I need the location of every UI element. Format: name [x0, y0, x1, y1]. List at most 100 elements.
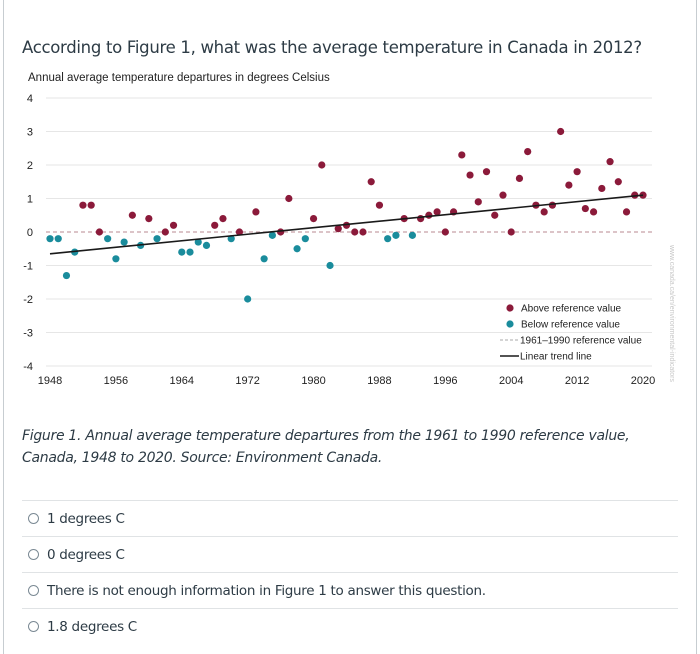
chart-legend: Above reference value Below reference val…	[500, 304, 642, 363]
data-point	[565, 181, 573, 189]
data-point	[614, 178, 622, 186]
data-point	[318, 161, 326, 169]
data-point	[367, 178, 375, 186]
data-point	[219, 215, 227, 223]
legend-label: Linear trend line	[520, 352, 592, 363]
answer-option[interactable]: 1.8 degrees C	[22, 608, 678, 644]
y-tick-label: 2	[27, 160, 33, 172]
answer-option-label: 1 degrees C	[47, 510, 125, 527]
data-point	[202, 241, 211, 249]
x-tick-label: 1972	[235, 375, 259, 387]
data-point	[178, 248, 186, 256]
data-point	[598, 184, 606, 193]
legend-label: Below reference value	[521, 320, 620, 331]
data-point	[491, 211, 499, 219]
answer-option-label: 1.8 degrees C	[47, 618, 137, 635]
data-point	[548, 201, 557, 209]
data-point	[622, 208, 631, 216]
data-point	[309, 215, 318, 223]
data-point	[524, 148, 532, 156]
radio-button[interactable]	[28, 513, 39, 524]
y-tick-label: -1	[23, 261, 33, 273]
legend-label: 1961–1990 reference value	[520, 336, 642, 347]
data-point	[334, 225, 342, 233]
data-point	[301, 235, 309, 243]
data-point	[186, 248, 194, 256]
data-point	[433, 208, 441, 216]
legend-marker	[506, 320, 514, 328]
data-point	[417, 215, 425, 223]
answer-option-label: There is not enough information in Figur…	[47, 582, 486, 599]
data-point	[252, 208, 260, 216]
x-tick-label: 1956	[104, 375, 128, 387]
trend-line	[49, 194, 644, 255]
x-tick-label: 1964	[170, 375, 194, 387]
data-point	[120, 238, 128, 246]
data-point	[384, 235, 392, 243]
answer-option-label: 0 degrees C	[47, 546, 125, 563]
data-point	[581, 204, 589, 213]
legend-marker	[506, 304, 514, 312]
y-tick-label: 0	[27, 227, 33, 239]
data-point	[87, 201, 95, 209]
radio-button[interactable]	[28, 585, 39, 596]
data-point	[285, 194, 293, 203]
data-point	[211, 221, 219, 229]
data-point	[441, 228, 449, 236]
data-point	[499, 191, 507, 199]
data-point	[466, 171, 474, 179]
figure-caption: Figure 1. Annual average temperature dep…	[22, 428, 630, 466]
data-point	[375, 201, 384, 209]
data-point	[46, 235, 54, 243]
x-tick-label: 1980	[301, 375, 325, 387]
answer-option[interactable]: 1 degrees C	[22, 500, 678, 536]
data-point	[161, 228, 169, 236]
radio-button[interactable]	[28, 549, 39, 560]
y-tick-label: 4	[27, 93, 33, 105]
data-point	[293, 245, 301, 253]
y-tick-label: -2	[23, 294, 33, 306]
data-point	[128, 211, 136, 219]
data-point	[573, 168, 581, 176]
x-tick-label: 2004	[499, 375, 523, 387]
data-point	[540, 208, 548, 216]
y-tick-label: -3	[23, 328, 33, 340]
y-tick-label: -4	[23, 361, 33, 373]
source-watermark: www.canada.ca/en/environmental-indicator…	[668, 244, 675, 382]
data-point	[153, 235, 161, 243]
question-frame	[3, 0, 697, 654]
data-point	[606, 158, 614, 166]
data-point	[474, 198, 482, 206]
data-point	[392, 231, 400, 239]
data-point	[145, 215, 153, 223]
data-point	[515, 174, 524, 182]
answer-options: 1 degrees C 0 degrees C There is not eno…	[22, 500, 678, 644]
data-point	[589, 208, 598, 216]
data-point	[631, 191, 639, 199]
data-point	[235, 228, 244, 236]
y-tick-label: 1	[27, 194, 33, 206]
data-point	[507, 228, 515, 236]
data-point	[268, 231, 276, 239]
question-text: According to Figure 1, what was the aver…	[22, 38, 642, 57]
data-point	[54, 235, 62, 243]
y-tick-label: 3	[27, 127, 33, 139]
x-tick-label: 1988	[367, 375, 391, 387]
data-point	[194, 238, 202, 246]
data-point	[62, 271, 71, 280]
data-point	[557, 127, 565, 136]
x-tick-label: 2020	[631, 375, 655, 387]
data-point	[79, 201, 87, 209]
data-point	[326, 261, 334, 270]
data-point	[458, 151, 466, 159]
data-point	[482, 168, 491, 176]
chart-title: Annual average temperature departures in…	[28, 72, 330, 84]
radio-button[interactable]	[28, 621, 39, 632]
answer-option[interactable]: There is not enough information in Figur…	[22, 572, 678, 608]
data-point	[425, 211, 433, 219]
grid-lines	[46, 97, 652, 367]
answer-option[interactable]: 0 degrees C	[22, 536, 678, 572]
data-point	[227, 235, 235, 243]
data-point	[639, 191, 647, 199]
